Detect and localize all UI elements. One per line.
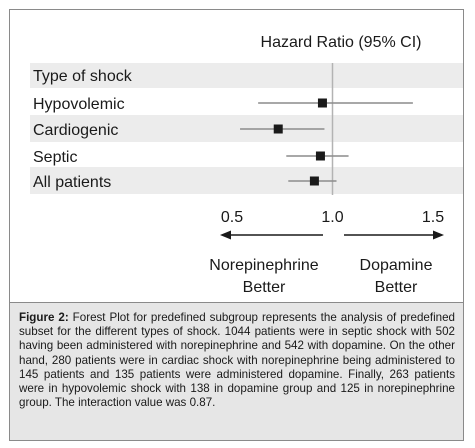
row-bands (30, 63, 463, 194)
x-tick-label: 1.5 (422, 209, 444, 226)
direction-arrows (220, 230, 444, 240)
x-axis-ticks: 0.5 1.0 1.5 (221, 209, 444, 226)
left-direction-label-line2: Better (243, 279, 286, 296)
chart-title: Hazard Ratio (95% CI) (261, 34, 422, 51)
right-direction-label-line1: Dopamine (360, 257, 433, 274)
figure-caption: Figure 2: Forest Plot for predefined sub… (9, 302, 464, 441)
x-tick-label: 0.5 (221, 209, 243, 226)
estimate-marker (273, 124, 283, 134)
row-band (30, 63, 463, 88)
estimate-marker (309, 176, 319, 186)
right-arrow-head (433, 230, 444, 240)
row-label: Septic (33, 149, 77, 166)
forest-plot: Type of shock Hypovolemic Cardiogenic Septi… (30, 34, 463, 296)
estimate-marker (317, 98, 327, 108)
row-labels: Type of shock Hypovolemic Cardiogenic Septi… (33, 68, 133, 191)
right-direction-label-line2: Better (375, 279, 418, 296)
estimate-marker (315, 151, 325, 161)
direction-labels: Norepinephrine Better Dopamine Better (209, 257, 432, 296)
row-label: All patients (33, 174, 111, 191)
caption-text: Forest Plot for predefined subgroup repr… (19, 311, 456, 410)
caption-label: Figure 2: (19, 311, 69, 324)
left-direction-label-line1: Norepinephrine (209, 257, 319, 274)
left-arrow-head (220, 230, 231, 240)
row-label: Hypovolemic (33, 96, 125, 113)
row-label: Cardiogenic (33, 122, 118, 139)
row-band (30, 167, 463, 194)
row-label: Type of shock (33, 68, 133, 85)
x-tick-label: 1.0 (321, 209, 343, 226)
estimate-markers (273, 98, 327, 186)
